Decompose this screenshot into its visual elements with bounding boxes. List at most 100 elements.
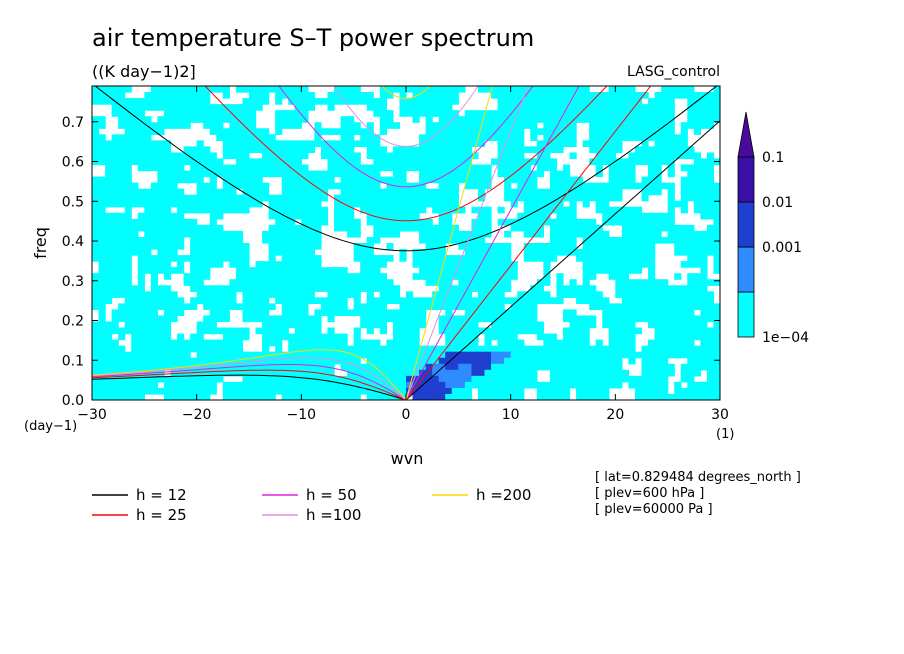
spectrum-cell	[281, 152, 289, 160]
spectrum-cell	[347, 387, 355, 395]
spectrum-cell	[177, 212, 185, 220]
spectrum-cell	[124, 315, 132, 323]
spectrum-cell	[170, 110, 178, 117]
spectrum-cell	[576, 363, 584, 371]
spectrum-cell	[229, 170, 237, 178]
spectrum-cell	[563, 170, 571, 178]
spectrum-cell	[373, 345, 381, 353]
spectrum-cell	[628, 92, 636, 99]
spectrum-cell	[654, 152, 662, 160]
spectrum-cell	[281, 188, 289, 196]
spectrum-cell	[510, 387, 518, 395]
spectrum-cell	[163, 321, 172, 329]
spectrum-cell	[216, 224, 224, 232]
spectrum-cell	[131, 339, 139, 347]
spectrum-cell	[445, 170, 453, 178]
spectrum-cell	[471, 339, 479, 347]
spectrum-cell	[569, 369, 577, 377]
spectrum-cell	[563, 375, 571, 383]
spectrum-cell	[491, 297, 499, 304]
spectrum-cell	[399, 92, 407, 99]
spectrum-cell	[451, 152, 459, 160]
spectrum-cell	[340, 333, 348, 341]
spectrum-cell	[471, 164, 479, 172]
spectrum-cell	[615, 92, 623, 99]
spectrum-cell	[347, 230, 355, 238]
spectrum-cell	[471, 309, 479, 317]
spectrum-cell	[183, 92, 191, 99]
spectrum-cell	[209, 351, 217, 359]
spectrum-cell	[268, 369, 276, 377]
spectrum-cell	[563, 345, 571, 353]
spectrum-cell	[543, 381, 551, 389]
spectrum-cell	[536, 279, 544, 286]
spectrum-cell	[700, 303, 708, 311]
spectrum-cell	[628, 170, 636, 178]
spectrum-cell	[648, 188, 656, 196]
spectrum-cell	[262, 393, 270, 400]
spectrum-cell	[648, 164, 656, 172]
spectrum-cell	[648, 116, 656, 123]
spectrum-cell	[634, 243, 643, 250]
spectrum-cell	[504, 267, 512, 274]
spectrum-cell	[288, 351, 296, 359]
spectrum-cell	[484, 261, 492, 268]
spectrum-cell	[294, 387, 302, 395]
spectrum-cell	[438, 134, 446, 141]
spectrum-cell	[615, 351, 623, 359]
spectrum-cell	[183, 230, 191, 238]
spectrum-cell	[294, 188, 302, 196]
spectrum-cell	[334, 206, 342, 214]
spectrum-cell	[602, 255, 610, 262]
spectrum-cell	[105, 285, 113, 292]
spectrum-cell	[680, 206, 688, 214]
spectrum-cell	[504, 110, 512, 117]
spectrum-cell	[209, 249, 217, 256]
spectrum-cell	[641, 140, 649, 147]
spectrum-cell	[471, 267, 479, 274]
spectrum-cell	[229, 393, 237, 400]
spectrum-cell	[229, 140, 237, 147]
spectrum-cell	[249, 134, 257, 141]
spectrum-cell	[569, 357, 577, 365]
spectrum-cell	[569, 363, 577, 371]
spectrum-cell	[687, 243, 695, 250]
spectrum-cell	[360, 176, 368, 184]
spectrum-cell	[124, 86, 132, 93]
spectrum-cell	[517, 224, 525, 232]
spectrum-cell	[497, 339, 505, 347]
spectrum-cell	[654, 285, 662, 292]
spectrum-cell	[118, 333, 126, 341]
spectrum-cell	[432, 297, 440, 304]
spectrum-cell	[255, 92, 263, 99]
spectrum-cell	[249, 369, 257, 377]
spectrum-cell	[674, 297, 682, 304]
spectrum-cell	[477, 381, 486, 389]
spectrum-cell	[425, 357, 433, 365]
spectrum-cell	[144, 224, 152, 232]
spectrum-cell	[301, 224, 309, 232]
spectrum-cell	[386, 212, 394, 220]
spectrum-cell	[307, 291, 316, 298]
spectrum-cell	[196, 285, 204, 292]
spectrum-cell	[497, 273, 505, 280]
spectrum-cell	[523, 224, 531, 232]
spectrum-cell	[124, 327, 132, 335]
spectrum-cell	[654, 327, 662, 335]
spectrum-cell	[353, 170, 361, 178]
spectrum-cell	[687, 315, 695, 323]
spectrum-cell	[556, 224, 564, 232]
spectrum-cell	[654, 393, 662, 400]
spectrum-cell	[425, 236, 433, 244]
spectrum-cell	[523, 321, 531, 329]
spectrum-cell	[706, 152, 715, 160]
spectrum-cell	[275, 92, 283, 99]
spectrum-cell	[556, 230, 564, 238]
spectrum-cell	[536, 164, 544, 172]
spectrum-cell	[275, 86, 283, 93]
spectrum-cell	[150, 273, 159, 280]
spectrum-cell	[209, 303, 217, 311]
spectrum-cell	[105, 333, 113, 341]
spectrum-cell	[314, 261, 322, 268]
spectrum-cell	[150, 122, 159, 129]
